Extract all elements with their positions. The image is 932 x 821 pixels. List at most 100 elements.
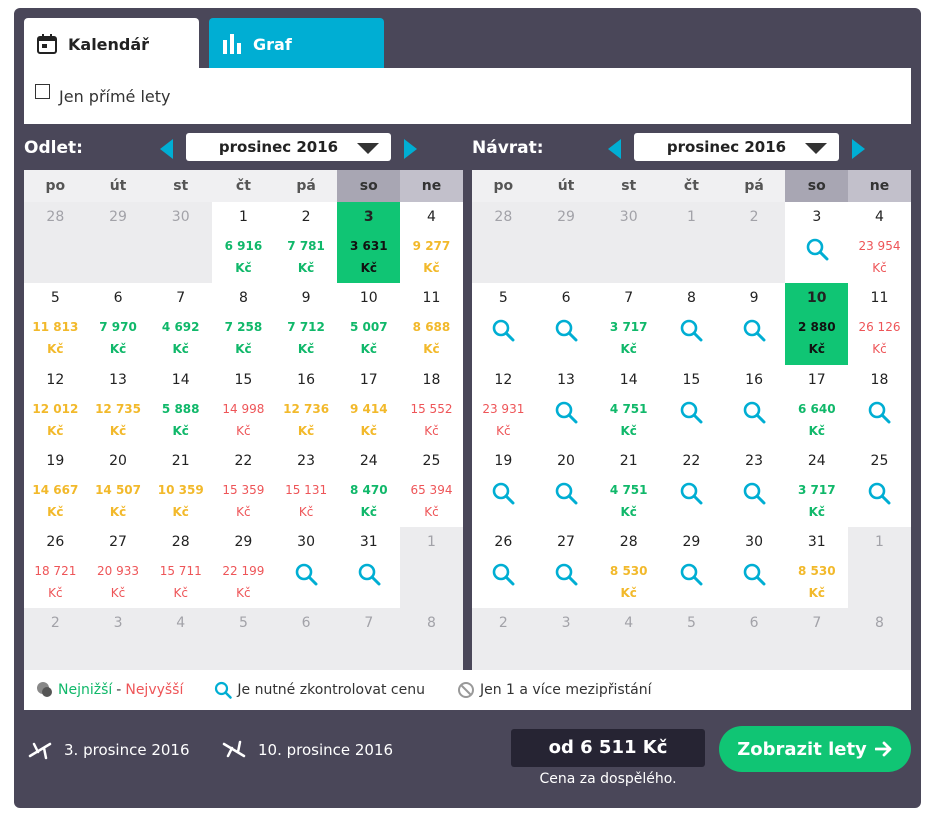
day-cell[interactable]: 27 20 933 Kč xyxy=(86,527,150,609)
day-cell[interactable]: 16 xyxy=(722,364,786,446)
day-cell[interactable]: 12 23 931 Kč xyxy=(472,364,535,446)
day-cell[interactable]: 11 26 126 Kč xyxy=(848,283,911,365)
show-flights-button[interactable]: Zobrazit lety xyxy=(719,726,911,772)
direct-only-label: Jen přímé lety xyxy=(59,86,171,106)
day-cell[interactable]: 11 8 688 Kč xyxy=(400,283,463,365)
day-number: 20 xyxy=(109,452,127,469)
day-number: 4 xyxy=(875,209,884,225)
day-cell[interactable]: 25 65 394 Kč xyxy=(400,445,463,528)
day-cell[interactable]: 12 12 012 Kč xyxy=(24,364,87,446)
day-cell[interactable]: 24 3 717 Kč xyxy=(785,445,849,528)
day-cell[interactable]: 6 7 970 Kč xyxy=(86,283,150,365)
day-cell[interactable]: 17 6 640 Kč xyxy=(785,364,849,446)
day-cell[interactable]: 25 xyxy=(848,445,911,528)
day-cell[interactable]: 10 5 007 Kč xyxy=(337,283,401,365)
day-price: 12 736 xyxy=(283,401,330,416)
day-cell[interactable]: 29 xyxy=(660,527,723,609)
day-cell[interactable]: 26 xyxy=(472,527,535,609)
day-cell[interactable]: 23 15 131 Kč xyxy=(274,445,338,528)
weekday-label: ne xyxy=(848,170,911,202)
day-cell[interactable]: 15 14 998 Kč xyxy=(212,364,275,446)
day-cell[interactable]: 18 xyxy=(848,364,911,446)
day-cell[interactable]: 16 12 736 Kč xyxy=(274,364,338,446)
weekday-header: po út st čt pá so ne xyxy=(24,170,463,202)
day-cell[interactable]: 19 14 667 Kč xyxy=(24,445,87,528)
day-number: 1 xyxy=(427,534,436,551)
departure-month-value: prosinec 2016 xyxy=(218,138,339,156)
day-cell[interactable]: 31 8 530 Kč xyxy=(785,527,849,609)
day-currency: Kč xyxy=(236,504,251,519)
day-cell[interactable]: 7 4 692 Kč xyxy=(149,283,213,365)
departure-prev-month-arrow[interactable] xyxy=(160,139,173,159)
day-cell[interactable]: 14 4 751 Kč xyxy=(597,364,661,446)
day-number: 4 xyxy=(624,615,634,632)
day-cell[interactable]: 17 9 414 Kč xyxy=(337,364,401,446)
direct-only-checkbox[interactable] xyxy=(35,83,50,99)
day-currency: Kč xyxy=(235,261,252,275)
day-cell[interactable]: 1 6 916 Kč xyxy=(212,202,275,284)
day-cell[interactable]: 22 15 359 Kč xyxy=(212,445,275,528)
tab-graph[interactable]: Graf xyxy=(209,18,384,70)
day-cell[interactable]: 24 8 470 Kč xyxy=(337,445,401,528)
day-cell[interactable]: 3 3 631 Kč xyxy=(337,202,401,284)
day-number: 2 xyxy=(749,209,759,225)
day-cell[interactable]: 13 xyxy=(534,364,598,446)
return-prev-month-arrow[interactable] xyxy=(608,139,621,159)
day-cell[interactable]: 6 xyxy=(534,283,598,365)
day-cell[interactable]: 7 3 717 Kč xyxy=(597,283,661,365)
day-cell[interactable]: 9 7 712 Kč xyxy=(274,283,338,365)
departure-month-select[interactable]: prosinec 2016 xyxy=(186,133,391,161)
day-cell[interactable]: 19 xyxy=(472,445,535,528)
day-cell[interactable]: 18 15 552 Kč xyxy=(400,364,463,446)
day-cell[interactable]: 26 18 721 Kč xyxy=(24,527,87,609)
return-month-value: prosinec 2016 xyxy=(666,138,787,156)
departure-next-month-arrow[interactable] xyxy=(404,139,417,159)
day-cell[interactable]: 28 8 530 Kč xyxy=(597,527,661,609)
day-cell[interactable]: 30 xyxy=(722,527,786,609)
day-number: 19 xyxy=(46,452,65,469)
return-month-select[interactable]: prosinec 2016 xyxy=(634,133,839,161)
departure-summary: 3. prosince 2016 xyxy=(28,738,190,762)
day-cell[interactable]: 21 4 751 Kč xyxy=(597,445,661,528)
day-currency: Kč xyxy=(423,261,440,275)
day-cell[interactable]: 29 22 199 Kč xyxy=(212,527,275,609)
return-next-month-arrow[interactable] xyxy=(852,139,865,159)
day-cell[interactable]: 2 7 781 Kč xyxy=(274,202,338,284)
day-cell[interactable]: 13 12 735 Kč xyxy=(86,364,150,446)
weekday-label: so xyxy=(337,170,401,202)
day-currency: Kč xyxy=(360,504,377,519)
day-number: 14 xyxy=(171,371,190,388)
day-cell[interactable]: 27 xyxy=(534,527,598,609)
day-cell[interactable]: 28 15 711 Kč xyxy=(149,527,213,609)
search-icon xyxy=(493,563,515,586)
day-cell[interactable]: 14 5 888 Kč xyxy=(149,364,213,446)
day-cell[interactable]: 21 10 359 Kč xyxy=(149,445,213,528)
filter-bar: Jen přímé lety xyxy=(24,68,911,124)
day-cell[interactable]: 4 23 954 Kč xyxy=(848,202,911,284)
day-cell[interactable]: 20 14 507 Kč xyxy=(86,445,150,528)
day-cell[interactable]: 22 xyxy=(660,445,723,528)
day-cell[interactable]: 20 xyxy=(534,445,598,528)
day-number: 17 xyxy=(359,371,378,388)
day-currency: Kč xyxy=(360,423,377,438)
day-cell[interactable]: 5 xyxy=(472,283,535,365)
day-number: 29 xyxy=(234,534,253,551)
day-cell[interactable]: 30 xyxy=(274,527,338,609)
day-number: 9 xyxy=(749,290,759,307)
day-price: 9 414 xyxy=(349,401,388,416)
bar-chart-icon xyxy=(221,33,243,55)
day-cell[interactable]: 31 xyxy=(337,527,401,609)
day-cell[interactable]: 3 xyxy=(785,202,849,284)
day-cell[interactable]: 23 xyxy=(722,445,786,528)
day-currency: Kč xyxy=(47,423,64,438)
day-cell[interactable]: 10 2 880 Kč xyxy=(785,283,849,365)
day-cell[interactable]: 8 7 258 Kč xyxy=(212,283,275,365)
day-cell[interactable]: 5 11 813 Kč xyxy=(24,283,87,365)
day-cell[interactable]: 4 9 277 Kč xyxy=(400,202,463,284)
day-number: 8 xyxy=(875,615,884,632)
day-cell[interactable]: 9 xyxy=(722,283,786,365)
day-cell[interactable]: 8 xyxy=(660,283,723,365)
search-icon xyxy=(681,482,703,505)
day-cell[interactable]: 15 xyxy=(660,364,723,446)
tab-calendar[interactable]: Kalendář xyxy=(24,18,199,70)
